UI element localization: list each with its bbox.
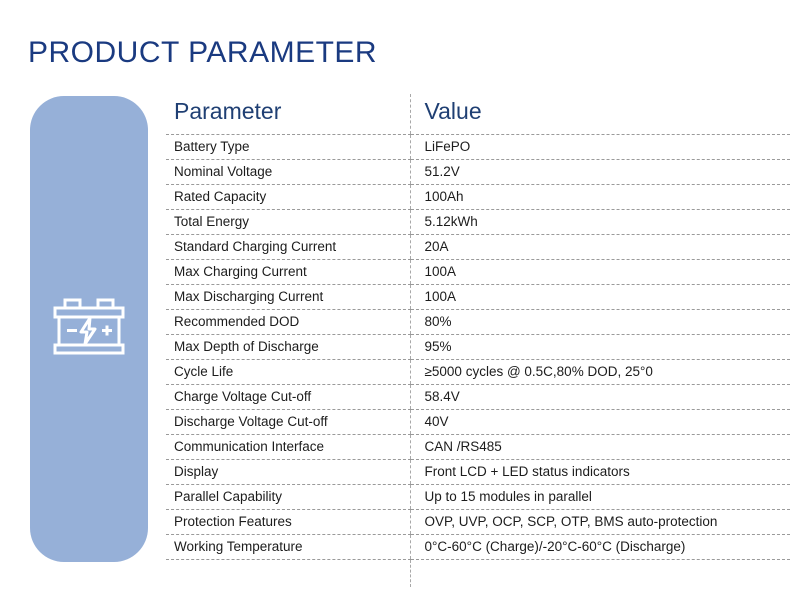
column-header-value: Value [409, 94, 790, 135]
column-header-parameter: Parameter [166, 94, 410, 135]
cell-parameter: Rated Capacity [166, 184, 410, 210]
cell-parameter: Display [166, 459, 410, 485]
table-row: Charge Voltage Cut-off 58.4V [166, 384, 790, 410]
cell-parameter: Charge Voltage Cut-off [166, 384, 410, 410]
table-body: Battery Type LiFePO Nominal Voltage 51.2V Ra… [166, 134, 790, 587]
table-row: Protection Features OVP, UVP, OCP, SCP, O… [166, 509, 790, 535]
cell-value: 95% [409, 334, 790, 360]
cell-value: LiFePO [409, 134, 790, 160]
cell-value: 100A [409, 284, 790, 310]
cell-parameter [166, 559, 410, 587]
table-row: Nominal Voltage 51.2V [166, 159, 790, 185]
cell-value: 58.4V [409, 384, 790, 410]
cell-parameter: Parallel Capability [166, 484, 410, 510]
table-row: Rated Capacity 100Ah [166, 184, 790, 210]
cell-parameter: Max Discharging Current [166, 284, 410, 310]
cell-parameter: Battery Type [166, 134, 410, 160]
page-title: PRODUCT PARAMETER [28, 36, 378, 69]
table-row: Working Temperature 0°C-60°C (Charge)/-20… [166, 534, 790, 560]
cell-value [409, 559, 790, 587]
table-header: Parameter Value [166, 94, 790, 135]
table-row: Standard Charging Current 20A [166, 234, 790, 260]
icon-panel [30, 96, 148, 562]
cell-value: 40V [409, 409, 790, 435]
cell-value: 0°C-60°C (Charge)/-20°C-60°C (Discharge) [409, 534, 790, 560]
specification-table: Parameter Value Battery Type LiFePO Nomina… [166, 94, 790, 587]
table-row: Cycle Life ≥5000 cycles @ 0.5C,80% DOD, 2… [166, 359, 790, 385]
cell-parameter: Recommended DOD [166, 309, 410, 335]
table-row: Communication Interface CAN /RS485 [166, 434, 790, 460]
cell-parameter: Protection Features [166, 509, 410, 535]
table-row: Parallel Capability Up to 15 modules in p… [166, 484, 790, 510]
cell-value: Up to 15 modules in parallel [409, 484, 790, 510]
table-row: Battery Type LiFePO [166, 134, 790, 160]
cell-parameter: Nominal Voltage [166, 159, 410, 185]
cell-value: 20A [409, 234, 790, 260]
cell-value: CAN /RS485 [409, 434, 790, 460]
table-row-empty [166, 559, 790, 587]
battery-icon [53, 298, 125, 355]
table-row: Recommended DOD 80% [166, 309, 790, 335]
cell-parameter: Cycle Life [166, 359, 410, 385]
table-row: Max Discharging Current 100A [166, 284, 790, 310]
cell-value: ≥5000 cycles @ 0.5C,80% DOD, 25°0 [409, 359, 790, 385]
cell-value: 5.12kWh [409, 209, 790, 235]
cell-value: 51.2V [409, 159, 790, 185]
table-row: Display Front LCD + LED status indicators [166, 459, 790, 485]
cell-value: OVP, UVP, OCP, SCP, OTP, BMS auto-protec… [409, 509, 790, 535]
cell-value: Front LCD + LED status indicators [409, 459, 790, 485]
cell-parameter: Max Depth of Discharge [166, 334, 410, 360]
cell-parameter: Max Charging Current [166, 259, 410, 285]
cell-parameter: Standard Charging Current [166, 234, 410, 260]
cell-parameter: Total Energy [166, 209, 410, 235]
table-row: Discharge Voltage Cut-off 40V [166, 409, 790, 435]
table-row: Max Charging Current 100A [166, 259, 790, 285]
cell-parameter: Communication Interface [166, 434, 410, 460]
table-header-row: Parameter Value [166, 94, 790, 135]
cell-value: 80% [409, 309, 790, 335]
cell-parameter: Working Temperature [166, 534, 410, 560]
table-row: Max Depth of Discharge 95% [166, 334, 790, 360]
cell-parameter: Discharge Voltage Cut-off [166, 409, 410, 435]
cell-value: 100Ah [409, 184, 790, 210]
cell-value: 100A [409, 259, 790, 285]
table-row: Total Energy 5.12kWh [166, 209, 790, 235]
